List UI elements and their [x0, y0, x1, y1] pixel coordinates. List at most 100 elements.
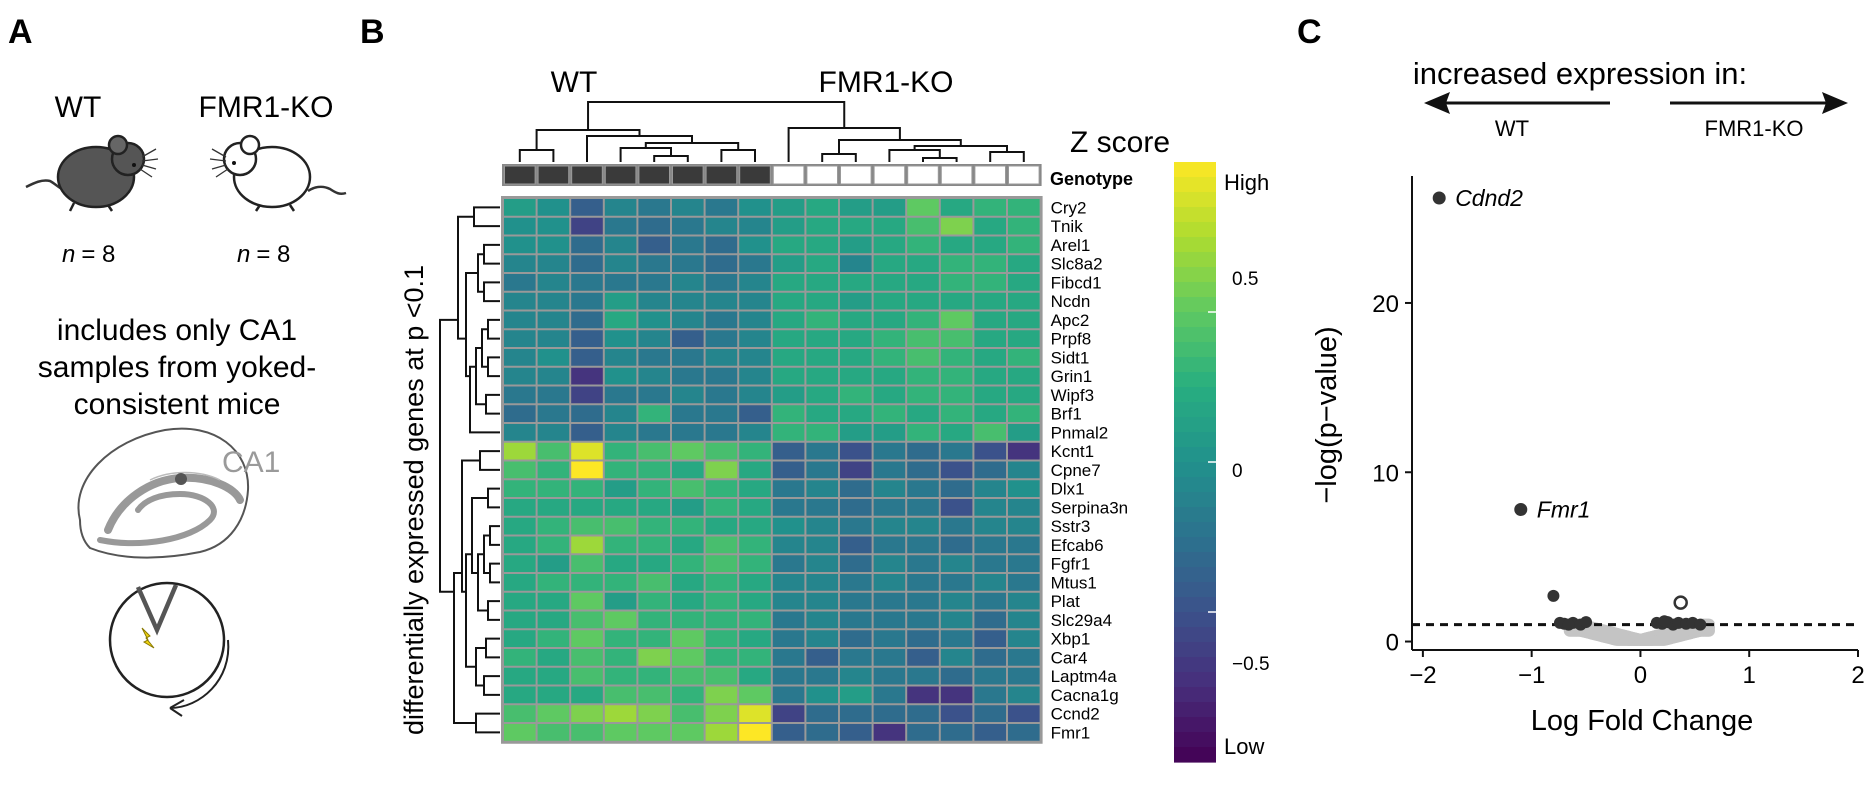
heatmap-cell — [604, 630, 637, 647]
heatmap-cell — [604, 199, 637, 216]
heatmap-cell — [739, 386, 771, 404]
heatmap-cell — [806, 274, 838, 291]
heatmap-cell — [739, 667, 771, 685]
colorbar-step — [1174, 192, 1216, 208]
wt-n-symbol: n — [62, 241, 75, 268]
heatmap-cell — [940, 405, 973, 422]
heatmap-cell — [840, 236, 872, 254]
desc-line-1: includes only CA1 — [57, 314, 297, 347]
heatmap-cell — [806, 480, 838, 497]
heatmap-cell — [504, 442, 536, 460]
heatmap-cell — [672, 367, 704, 385]
genotype-label: Genotype — [1050, 169, 1133, 189]
heatmap-cell — [772, 424, 805, 441]
heatmap-cell — [571, 367, 603, 385]
heatmap-cell — [604, 461, 637, 479]
heatmap-cell — [940, 311, 973, 329]
heatmap-cell — [907, 574, 939, 591]
heatmap-cell — [537, 311, 570, 329]
point-gene-label: Fmr1 — [1537, 496, 1591, 522]
heatmap-cell — [772, 499, 805, 516]
heatmap-cell — [907, 686, 939, 704]
heatmap-cell — [940, 517, 973, 535]
heatmap-cell — [873, 405, 906, 422]
heatmap-cell — [873, 217, 906, 235]
panel-c-letter: C — [1297, 13, 1322, 51]
heatmap-cell — [504, 686, 536, 704]
heatmap-cell — [840, 536, 872, 554]
heatmap-cell — [974, 274, 1006, 291]
sig-point — [1658, 615, 1671, 628]
colorbar-step — [1174, 207, 1216, 223]
heatmap-cell — [940, 667, 973, 685]
heatmap-cell — [638, 274, 670, 291]
heatmap-cell — [974, 405, 1006, 422]
heatmap-cell — [772, 686, 805, 704]
heatmap-cell — [504, 311, 536, 329]
heatmap-cell — [840, 517, 872, 535]
heatmap-cell — [571, 611, 603, 629]
heatmap-cell — [974, 442, 1006, 460]
heatmap-cell — [672, 517, 704, 535]
heatmap-cell — [873, 292, 906, 310]
x-tick-label: 0 — [1634, 662, 1647, 689]
heatmap-cell — [672, 274, 704, 291]
heatmap-cell — [739, 592, 771, 610]
colorbar-step — [1174, 687, 1216, 703]
heatmap-cell — [705, 555, 738, 572]
heatmap-cell — [705, 292, 738, 310]
heatmap-cell — [638, 349, 670, 366]
heatmap-cell — [840, 311, 872, 329]
heatmap-cell — [840, 686, 872, 704]
heatmap-cell — [940, 480, 973, 497]
heatmap-cell — [571, 555, 603, 572]
hippocampus-icon — [77, 427, 250, 559]
colorbar-step — [1174, 282, 1216, 298]
colorbar-step — [1174, 657, 1216, 673]
heatmap-cell — [672, 424, 704, 441]
heatmap-cell — [974, 349, 1006, 366]
heatmap-cell — [739, 236, 771, 254]
genotype-cell — [907, 165, 939, 185]
heatmap-cell — [537, 480, 570, 497]
colorbar-high-label: High — [1224, 170, 1269, 195]
heatmap-cell — [806, 461, 838, 479]
sig-point — [1694, 618, 1707, 631]
heatmap-cell — [907, 480, 939, 497]
heatmap-cell — [806, 667, 838, 685]
gene-label: Fibcd1 — [1051, 273, 1102, 292]
heatmap-cell — [638, 367, 670, 385]
heatmap-cell — [1008, 705, 1040, 722]
heatmap-cell — [672, 461, 704, 479]
heatmap-cell — [940, 555, 973, 572]
heatmap-cell — [840, 724, 872, 741]
point-gene-label: Cdnd2 — [1455, 185, 1523, 211]
heatmap-cell — [672, 349, 704, 366]
heatmap-cell — [571, 236, 603, 254]
heatmap-cell — [974, 330, 1006, 347]
colorbar-step — [1174, 732, 1216, 748]
heatmap-cell — [772, 311, 805, 329]
heatmap-cell — [604, 442, 637, 460]
gene-label: Cacna1g — [1051, 686, 1119, 705]
heatmap-cell — [806, 386, 838, 404]
heatmap-cell — [940, 724, 973, 741]
heatmap-cell — [537, 630, 570, 647]
heatmap-cell — [537, 611, 570, 629]
heatmap-cell — [739, 705, 771, 722]
gene-label: Slc8a2 — [1051, 255, 1103, 274]
genotype-cell — [873, 165, 906, 185]
heatmap-cell — [772, 630, 805, 647]
direction-ko-label: FMR1-KO — [1705, 116, 1804, 141]
heatmap-cell — [705, 517, 738, 535]
heatmap-cell — [772, 367, 805, 385]
heatmap-cell — [604, 686, 637, 704]
heatmap-cell — [840, 630, 872, 647]
heatmap-cell — [638, 405, 670, 422]
heatmap-cell — [672, 405, 704, 422]
colorbar-step — [1174, 597, 1216, 613]
heatmap-cell — [806, 686, 838, 704]
heatmap-cell — [537, 592, 570, 610]
ko-n-value: = 8 — [256, 241, 290, 268]
